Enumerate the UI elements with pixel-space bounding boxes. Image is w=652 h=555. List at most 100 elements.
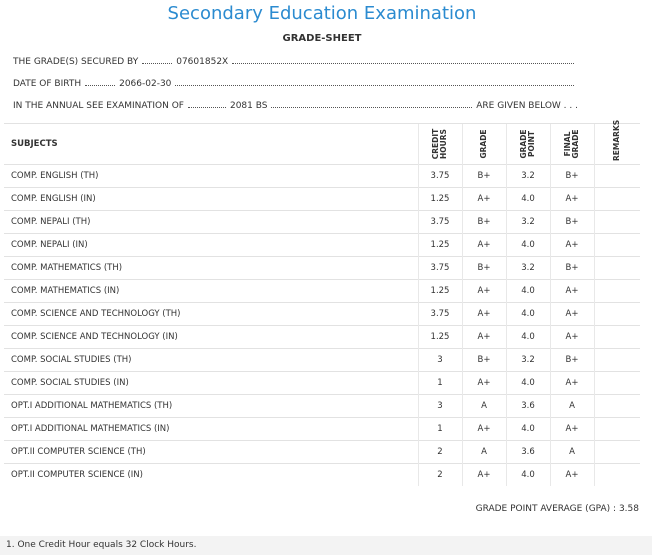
- cell: A+: [461, 417, 506, 441]
- remarks-cell: [593, 187, 640, 211]
- subject: COMP. NEPALI (IN): [4, 233, 418, 257]
- cell: B+: [461, 164, 506, 188]
- cell: B+: [549, 256, 594, 280]
- cell: A+: [549, 187, 594, 211]
- subject: COMP. ENGLISH (IN): [4, 187, 418, 211]
- remarks-cell: [593, 210, 640, 234]
- table-row: OPT.II COMPUTER SCIENCE (IN) 2 A+ 4.0 A+: [4, 463, 640, 486]
- cell: 4.0: [505, 325, 550, 349]
- gpa: GRADE POINT AVERAGE (GPA) : 3.58: [476, 504, 639, 514]
- cell: 3: [417, 394, 462, 418]
- cell: 1.25: [417, 233, 462, 257]
- cell: B+: [549, 164, 594, 188]
- remarks-cell: [593, 440, 640, 464]
- cell: 3.75: [417, 302, 462, 326]
- info-value: 2081 BS: [229, 101, 268, 111]
- cell: 3.75: [417, 164, 462, 188]
- cell: 4.0: [505, 302, 550, 326]
- cell: A+: [461, 279, 506, 303]
- table-row: OPT.I ADDITIONAL MATHEMATICS (TH) 3 A 3.6 A: [4, 394, 640, 418]
- subject: COMP. MATHEMATICS (IN): [4, 279, 418, 303]
- table-row: OPT.II COMPUTER SCIENCE (TH) 2 A 3.6 A: [4, 440, 640, 464]
- cell: B+: [461, 348, 506, 372]
- grade-table: SUBJECTS CREDIT HOURS GRADE GRADE POINT FINA…: [4, 119, 640, 486]
- subject: OPT.I ADDITIONAL MATHEMATICS (TH): [4, 394, 418, 418]
- remarks-cell: [593, 164, 640, 188]
- subject: COMP. SOCIAL STUDIES (TH): [4, 348, 418, 372]
- cell: 4.0: [505, 233, 550, 257]
- cell: A: [461, 440, 506, 464]
- table-row: COMP. SCIENCE AND TECHNOLOGY (IN) 1.25 A+ 4…: [4, 325, 640, 349]
- cell: 4.0: [505, 187, 550, 211]
- cell: 4.0: [505, 371, 550, 395]
- info-suffix: ARE GIVEN BELOW . . .: [476, 101, 578, 111]
- info-line: DATE OF BIRTH 2066-02-30: [13, 79, 578, 89]
- subject: COMP. NEPALI (TH): [4, 210, 418, 234]
- cell: 3.6: [505, 440, 550, 464]
- column-header-text: GRADE: [479, 129, 488, 159]
- cell: A+: [549, 417, 594, 441]
- table-row: COMP. MATHEMATICS (IN) 1.25 A+ 4.0 A+: [4, 279, 640, 303]
- cell: 1: [417, 417, 462, 441]
- cell: 2: [417, 440, 462, 464]
- title: Secondary Education Examination: [167, 3, 477, 24]
- subject: OPT.II COMPUTER SCIENCE (IN): [4, 463, 418, 486]
- cell: A+: [461, 187, 506, 211]
- column-header-text: CREDIT HOURS: [431, 128, 448, 159]
- table-body: COMP. ENGLISH (TH) 3.75 B+ 3.2 B+ COMP. ENGLI…: [4, 164, 640, 486]
- column-header: GRADE: [461, 123, 506, 165]
- cell: 4.0: [505, 463, 550, 486]
- column-header-text: REMARKS: [612, 119, 622, 161]
- cell: B+: [461, 210, 506, 234]
- cell: A+: [549, 371, 594, 395]
- table-row: COMP. SOCIAL STUDIES (IN) 1 A+ 4.0 A+: [4, 371, 640, 395]
- cell: A+: [549, 279, 594, 303]
- cell: 2: [417, 463, 462, 486]
- cell: B+: [461, 256, 506, 280]
- remarks-cell: [593, 279, 640, 303]
- cell: 4.0: [505, 417, 550, 441]
- column-header: REMARKS: [593, 119, 640, 165]
- remarks-cell: [593, 256, 640, 280]
- remarks-cell: [593, 371, 640, 395]
- cell: 3.6: [505, 394, 550, 418]
- cell: 3.75: [417, 210, 462, 234]
- table-row: COMP. SOCIAL STUDIES (TH) 3 B+ 3.2 B+: [4, 348, 640, 372]
- cell: 1: [417, 371, 462, 395]
- column-header-text: GRADE POINT: [519, 128, 536, 159]
- table-row: COMP. MATHEMATICS (TH) 3.75 B+ 3.2 B+: [4, 256, 640, 280]
- info-label: DATE OF BIRTH: [13, 79, 82, 89]
- table-row: COMP. SCIENCE AND TECHNOLOGY (TH) 3.75 A+ 4…: [4, 302, 640, 326]
- column-header: CREDIT HOURS: [417, 123, 462, 165]
- info-value: 2066-02-30: [119, 79, 172, 89]
- cell: 1.25: [417, 187, 462, 211]
- column-header: FINAL GRADE: [549, 123, 594, 165]
- column-header-text: FINAL GRADE: [563, 128, 580, 159]
- remarks-cell: [593, 417, 640, 441]
- subject: OPT.I ADDITIONAL MATHEMATICS (IN): [4, 417, 418, 441]
- remarks-cell: [593, 302, 640, 326]
- remarks-cell: [593, 348, 640, 372]
- cell: 1.25: [417, 325, 462, 349]
- table-row: COMP. ENGLISH (IN) 1.25 A+ 4.0 A+: [4, 187, 640, 211]
- cell: 3.2: [505, 164, 550, 188]
- info-label: IN THE ANNUAL SEE EXAMINATION OF: [13, 101, 184, 111]
- cell: A+: [461, 302, 506, 326]
- cell: A: [549, 440, 594, 464]
- info-line: THE GRADE(S) SECURED BY 07601852X: [13, 57, 578, 67]
- cell: A: [461, 394, 506, 418]
- table-row: COMP. NEPALI (IN) 1.25 A+ 4.0 A+: [4, 233, 640, 257]
- info-label: THE GRADE(S) SECURED BY: [13, 57, 139, 67]
- cell: A: [549, 394, 594, 418]
- cell: A+: [549, 233, 594, 257]
- cell: 3.2: [505, 210, 550, 234]
- cell: 1.25: [417, 279, 462, 303]
- table-row: COMP. ENGLISH (TH) 3.75 B+ 3.2 B+: [4, 164, 640, 188]
- cell: A+: [549, 302, 594, 326]
- column-header: SUBJECTS: [4, 123, 418, 165]
- cell: B+: [549, 210, 594, 234]
- column-header: GRADE POINT: [505, 123, 550, 165]
- subject: COMP. SOCIAL STUDIES (IN): [4, 371, 418, 395]
- cell: 3.2: [505, 256, 550, 280]
